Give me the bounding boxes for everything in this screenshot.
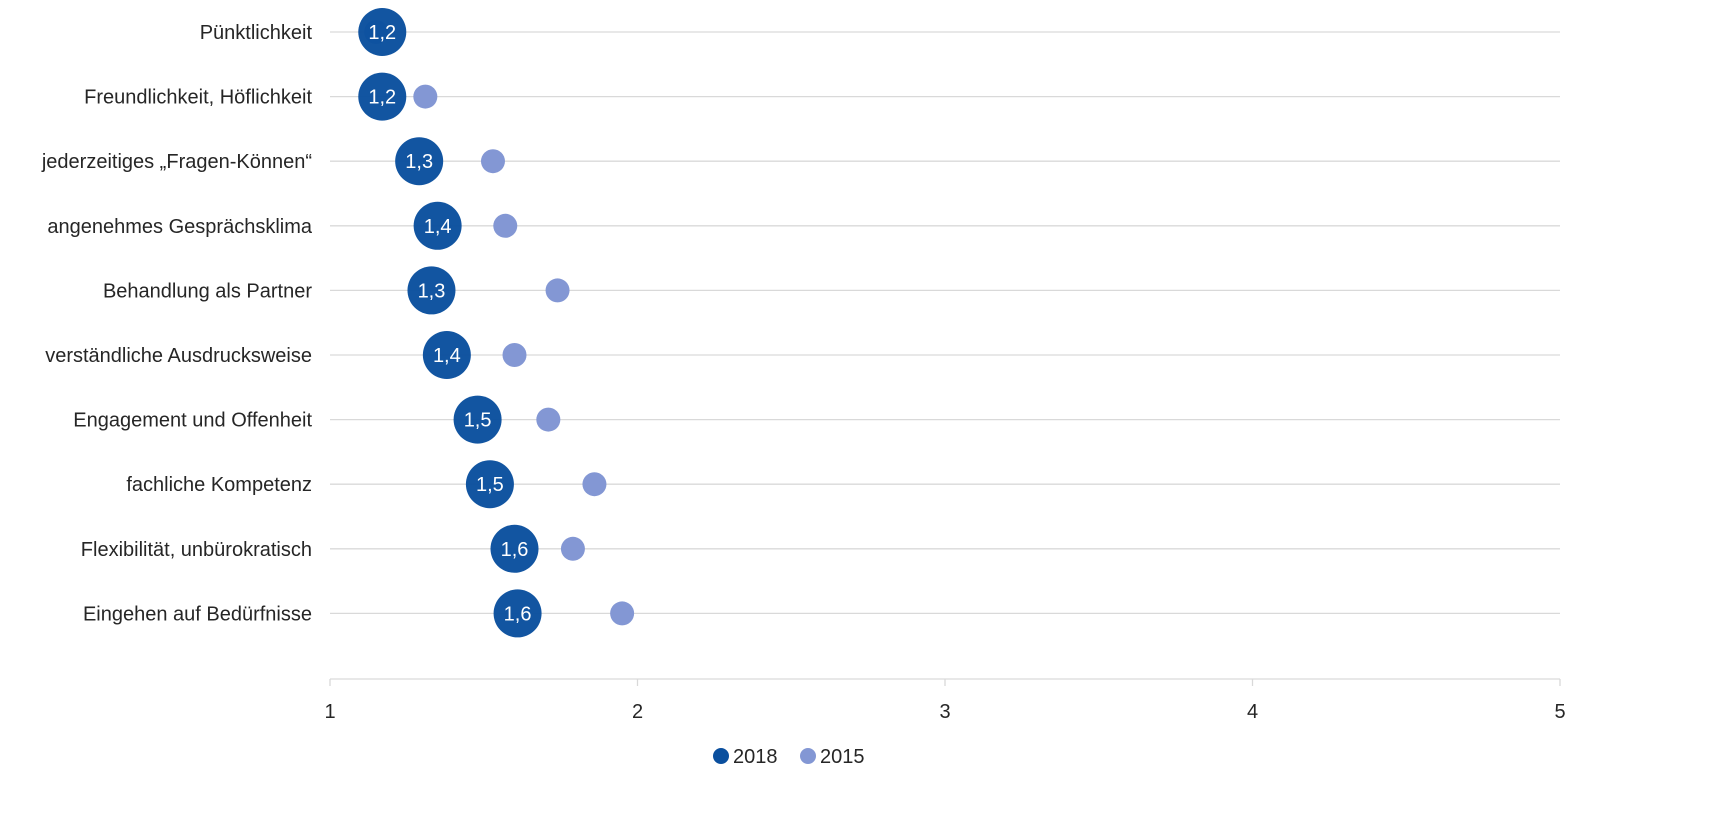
x-tick-label: 5 bbox=[1554, 701, 1565, 723]
point-2015 bbox=[536, 407, 561, 432]
point-2015 bbox=[582, 472, 607, 497]
point-2018 bbox=[413, 201, 462, 250]
category-label: Pünktlichkeit bbox=[200, 22, 313, 44]
data-label-2018: 1,3 bbox=[405, 151, 433, 173]
category-label: Freundlichkeit, Höflichkeit bbox=[84, 87, 312, 109]
data-label-2018: 1,6 bbox=[501, 539, 529, 561]
data-label-2018: 1,5 bbox=[476, 474, 504, 496]
point-2015 bbox=[502, 343, 527, 367]
data-label-2018: 1,4 bbox=[433, 345, 461, 367]
point-2018 bbox=[465, 460, 514, 509]
data-label-2018: 1,3 bbox=[418, 280, 446, 302]
legend-marker-2018 bbox=[713, 748, 729, 764]
point-2018 bbox=[358, 8, 407, 56]
category-label: Engagement und Offenheit bbox=[73, 410, 312, 432]
point-2018 bbox=[358, 72, 407, 121]
x-tick-label: 4 bbox=[1247, 701, 1258, 723]
data-label-2018: 1,2 bbox=[368, 87, 396, 109]
point-2018 bbox=[490, 524, 539, 573]
point-2015 bbox=[480, 149, 505, 174]
point-2018 bbox=[453, 395, 502, 444]
category-label: verständliche Ausdrucksweise bbox=[45, 345, 312, 367]
point-2018 bbox=[493, 589, 542, 638]
x-tick-label: 1 bbox=[324, 701, 335, 723]
category-label: jederzeitiges „Fragen-Können“ bbox=[41, 151, 312, 173]
point-2015 bbox=[545, 278, 570, 303]
point-2015 bbox=[560, 536, 585, 561]
point-2015 bbox=[493, 213, 518, 238]
data-label-2018: 1,6 bbox=[504, 603, 532, 625]
category-label: angenehmes Gesprächsklima bbox=[47, 216, 312, 238]
legend-marker-2015 bbox=[800, 748, 816, 764]
legend: 2018 2015 bbox=[713, 746, 865, 768]
series-2018: 1,2 1,2 1,3 1,4 1,3 1,4 1,5 1,5 1,6 1,6 bbox=[358, 8, 542, 638]
category-label: Flexibilität, unbürokratisch bbox=[81, 539, 312, 561]
category-label: fachliche Kompetenz bbox=[126, 474, 312, 496]
x-axis: 1 2 3 4 5 bbox=[324, 678, 1566, 723]
point-2018 bbox=[422, 331, 471, 379]
data-label-2018: 1,2 bbox=[368, 22, 396, 44]
x-tick-label: 3 bbox=[939, 701, 950, 723]
data-label-2018: 1,5 bbox=[464, 410, 492, 432]
point-2018 bbox=[407, 266, 456, 315]
data-label-2018: 1,4 bbox=[424, 216, 452, 238]
category-label: Eingehen auf Bedürfnisse bbox=[83, 603, 312, 625]
x-tick-label: 2 bbox=[632, 701, 643, 723]
category-labels: Pünktlichkeit Freundlichkeit, Höflichkeit… bbox=[41, 22, 313, 625]
legend-label-2015: 2015 bbox=[820, 746, 865, 768]
point-2018 bbox=[395, 137, 444, 186]
point-2015 bbox=[413, 84, 438, 109]
gridlines bbox=[330, 31, 1560, 615]
category-label: Behandlung als Partner bbox=[103, 280, 312, 302]
legend-label-2018: 2018 bbox=[733, 746, 778, 768]
point-2015 bbox=[610, 601, 635, 626]
